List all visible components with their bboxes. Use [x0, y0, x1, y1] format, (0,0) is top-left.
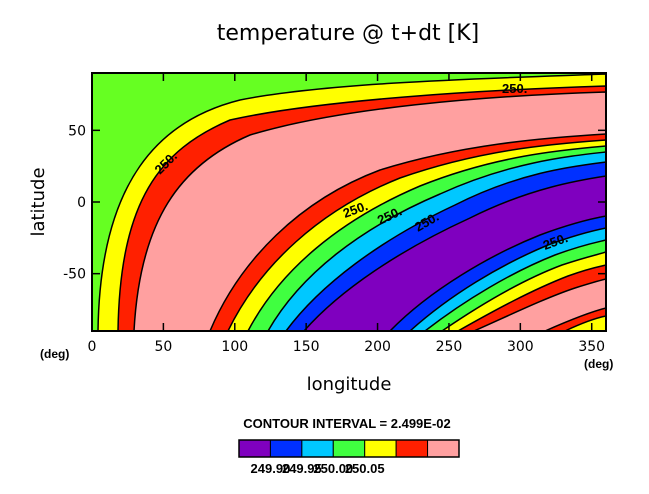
colorbar-swatch-3: [332, 439, 366, 458]
x-tick-label-5: 250: [436, 339, 463, 355]
x-tick-label-1: 50: [154, 339, 172, 355]
contour-interval-text: CONTOUR INTERVAL = 2.499E-02: [243, 416, 450, 431]
y-axis-label: latitude: [28, 167, 49, 236]
chart-title: temperature @ t+dt [K]: [217, 21, 480, 46]
x-axis-label: longitude: [307, 374, 392, 395]
x-tick-label-0: 0: [88, 339, 97, 355]
colorbar-frame: [238, 439, 460, 458]
colorbar-swatch-1: [269, 439, 303, 458]
x-tick-label-4: 200: [364, 339, 391, 355]
x-tick-label-7: 350: [578, 339, 605, 355]
x-unit-right: (deg): [584, 357, 613, 371]
colorbar-label-1: 249.95: [282, 461, 322, 476]
band-corner-yellow: [564, 315, 606, 331]
x-tick-label-6: 300: [507, 339, 534, 355]
y-ticks: 50 0 -50: [63, 123, 606, 283]
band-inner-pink: [473, 278, 606, 331]
y-tick-label-2: -50: [63, 267, 86, 283]
x-unit-left: (deg): [40, 347, 69, 361]
colorbar-label-0: 249.90: [251, 461, 291, 476]
y-tick-label-0: 50: [68, 123, 86, 139]
x-tick-label-2: 100: [221, 339, 248, 355]
colorbar-swatch-6: [427, 439, 460, 458]
x-ticks: 0 50 100 150 200 250 300 350: [88, 73, 605, 355]
colorbar-swatch-4: [364, 439, 397, 458]
colorbar-swatch-5: [395, 439, 429, 458]
x-tick-label-3: 150: [293, 339, 320, 355]
colorbar-swatch-2: [301, 439, 334, 458]
y-tick-label-1: 0: [77, 195, 86, 211]
colorbar-swatch-0: [238, 439, 271, 458]
colorbar-label-2: 250.00: [313, 461, 353, 476]
colorbar-label-3: 250.05: [345, 461, 385, 476]
contour-label-2: 250.: [502, 81, 527, 96]
plot-area: 250. 250. 250. 250. 250. 250.: [92, 73, 606, 331]
